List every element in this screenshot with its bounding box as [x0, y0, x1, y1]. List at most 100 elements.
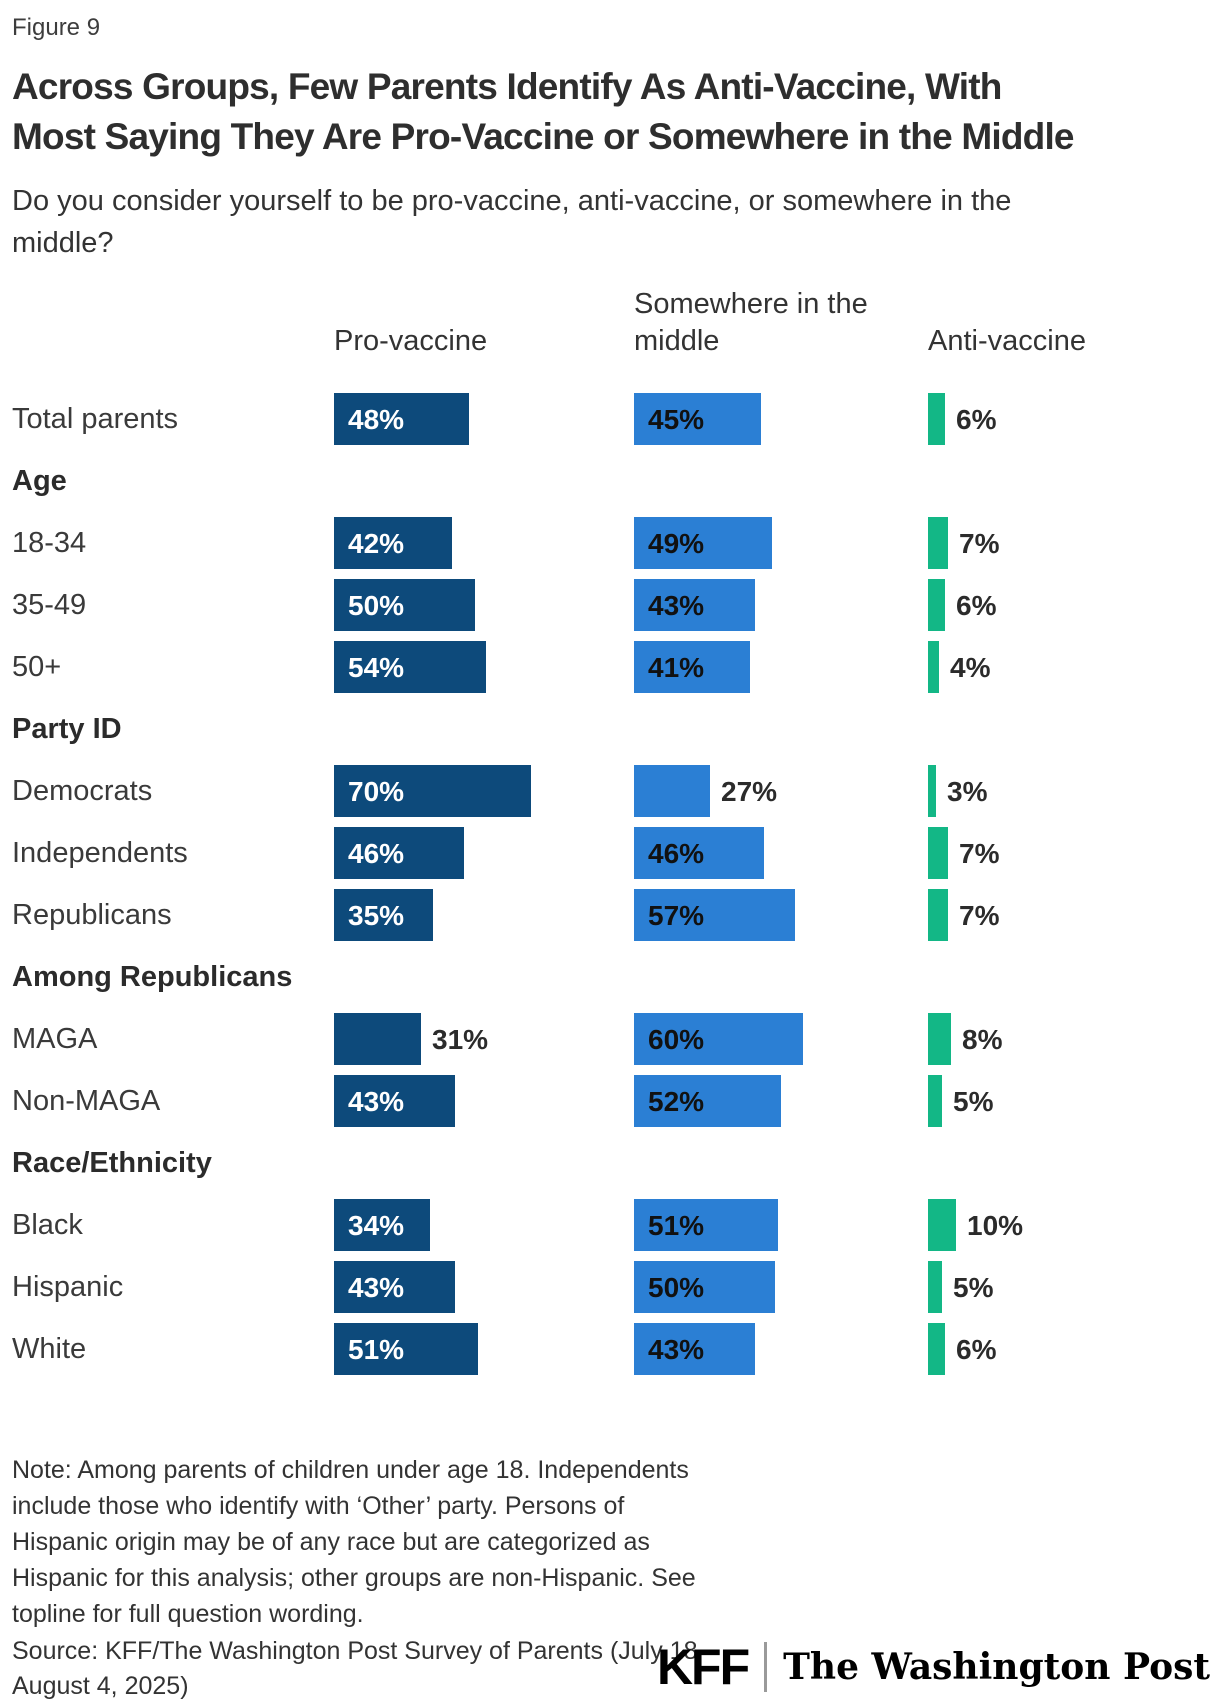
anti-bar: 7% — [928, 889, 999, 941]
chart-title-line1: Across Groups, Few Parents Identify As A… — [12, 66, 1002, 107]
middle-bar: 41% — [634, 641, 750, 693]
middle-bar: 49% — [634, 517, 772, 569]
middle-bar: 43% — [634, 1323, 755, 1375]
pro-value-label: 31% — [432, 1024, 489, 1055]
middle-value-label: 49% — [648, 528, 705, 559]
pro-bar: 70% — [334, 765, 531, 817]
table-row: White 51% 43% 6% — [0, 1318, 1220, 1380]
table-row: Hispanic 43% 50% 5% — [0, 1256, 1220, 1318]
middle-value-label: 41% — [648, 652, 705, 683]
anti-value-label: 10% — [967, 1210, 1024, 1241]
figure-label: Figure 9 — [12, 14, 101, 41]
anti-bar: 3% — [928, 765, 987, 817]
anti-value-label: 5% — [953, 1086, 994, 1117]
row-label: Non-MAGA — [12, 1085, 161, 1117]
section-header: Party ID — [12, 713, 122, 745]
middle-bar: 27% — [634, 765, 777, 817]
anti-value-label: 7% — [959, 528, 1000, 559]
pro-value-label: 46% — [348, 838, 405, 869]
section-row: Among Republicans — [0, 946, 1220, 1008]
pro-value-label: 43% — [348, 1086, 405, 1117]
anti-value-label: 6% — [956, 590, 997, 621]
middle-value-label: 46% — [648, 838, 705, 869]
middle-bar: 50% — [634, 1261, 775, 1313]
pro-value-label: 50% — [348, 590, 405, 621]
pro-value-label: 35% — [348, 900, 405, 931]
table-row: Republicans 35% 57% 7% — [0, 884, 1220, 946]
pro-bar: 51% — [334, 1323, 478, 1375]
middle-bar: 46% — [634, 827, 764, 879]
pro-bar: 43% — [334, 1261, 455, 1313]
row-label: 35-49 — [12, 589, 87, 621]
section-header: Among Republicans — [12, 961, 293, 993]
middle-value-label: 60% — [648, 1024, 705, 1055]
middle-value-label: 52% — [648, 1086, 705, 1117]
middle-bar: 60% — [634, 1013, 803, 1065]
middle-bar: 45% — [634, 393, 761, 445]
row-label: Independents — [12, 837, 188, 869]
anti-bar: 6% — [928, 579, 996, 631]
row-label: White — [12, 1333, 87, 1365]
anti-bar: 7% — [928, 517, 999, 569]
pro-value-label: 43% — [348, 1272, 405, 1303]
column-header-pro-vaccine: Pro-vaccine — [334, 325, 488, 357]
anti-bar: 4% — [928, 641, 990, 693]
chart-title-line2: Most Saying They Are Pro-Vaccine or Some… — [12, 116, 1075, 157]
column-header-somewhere-middle: Somewhere in the middle — [634, 288, 868, 357]
pro-value-label: 54% — [348, 652, 405, 683]
middle-value-label: 57% — [648, 900, 705, 931]
table-row: MAGA 31% 60% 8% — [0, 1008, 1220, 1070]
table-row: Total parents 48% 45% 6% — [0, 388, 1220, 450]
pro-value-label: 34% — [348, 1210, 405, 1241]
row-label: Black — [12, 1209, 83, 1241]
row-label: Hispanic — [12, 1271, 124, 1303]
row-label: Total parents — [12, 403, 179, 435]
anti-value-label: 7% — [959, 900, 1000, 931]
pro-value-label: 42% — [348, 528, 405, 559]
anti-value-label: 3% — [947, 776, 988, 807]
pro-bar: 48% — [334, 393, 469, 445]
anti-bar: 5% — [928, 1261, 993, 1313]
middle-value-label: 27% — [721, 776, 778, 807]
chart-source: Source: KFF/The Washington Post Survey o… — [12, 1637, 706, 1700]
pro-value-label: 48% — [348, 404, 405, 435]
middle-value-label: 43% — [648, 1334, 705, 1365]
row-label: 50+ — [12, 651, 62, 683]
pro-bar: 34% — [334, 1199, 430, 1251]
pro-bar: 42% — [334, 517, 452, 569]
section-row: Age — [0, 450, 1220, 512]
middle-value-label: 51% — [648, 1210, 705, 1241]
section-row: Race/Ethnicity — [0, 1132, 1220, 1194]
pro-bar: 54% — [334, 641, 486, 693]
chart-note: Note: Among parents of children under ag… — [12, 1456, 696, 1628]
row-label: MAGA — [12, 1023, 98, 1055]
anti-value-label: 8% — [962, 1024, 1003, 1055]
section-header: Age — [12, 465, 67, 497]
anti-bar: 7% — [928, 827, 999, 879]
table-row: 35-49 50% 43% 6% — [0, 574, 1220, 636]
table-row: Black 34% 51% 10% — [0, 1194, 1220, 1256]
logo-divider — [764, 1642, 768, 1692]
pro-bar: 50% — [334, 579, 475, 631]
anti-value-label: 6% — [956, 1334, 997, 1365]
anti-bar: 8% — [928, 1013, 1002, 1065]
table-row: Independents 46% 46% 7% — [0, 822, 1220, 884]
pro-bar: 35% — [334, 889, 433, 941]
pro-bar: 46% — [334, 827, 464, 879]
middle-bar: 43% — [634, 579, 755, 631]
anti-bar: 5% — [928, 1075, 993, 1127]
section-row: Party ID — [0, 698, 1220, 760]
chart-title: Across Groups, Few Parents Identify As A… — [12, 62, 1075, 162]
chart-subtitle: Do you consider yourself to be pro-vacci… — [12, 185, 1012, 259]
chart-area: Total parents 48% 45% 6% Age 18-34 42% 49% 7% 35-… — [0, 388, 1220, 1380]
middle-bar: 51% — [634, 1199, 778, 1251]
anti-value-label: 7% — [959, 838, 1000, 869]
row-label: Democrats — [12, 775, 153, 807]
anti-bar: 10% — [928, 1199, 1023, 1251]
middle-bar: 57% — [634, 889, 795, 941]
anti-value-label: 5% — [953, 1272, 994, 1303]
pro-bar: 31% — [334, 1013, 488, 1065]
footer-logos: KFF The Washington Post — [657, 1636, 1210, 1698]
column-header-anti-vaccine: Anti-vaccine — [928, 325, 1086, 357]
middle-value-label: 43% — [648, 590, 705, 621]
